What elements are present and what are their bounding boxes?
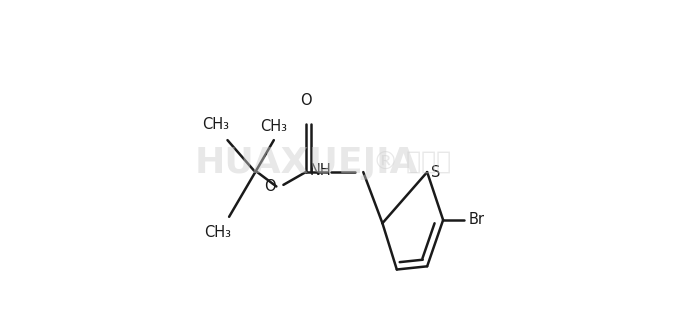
Text: CH₃: CH₃ bbox=[204, 225, 232, 240]
Text: Br: Br bbox=[469, 213, 485, 228]
Text: HUAXUEJIA: HUAXUEJIA bbox=[195, 146, 418, 179]
Text: O: O bbox=[264, 179, 276, 194]
Text: O: O bbox=[300, 93, 312, 108]
Text: NH: NH bbox=[310, 163, 332, 178]
Text: CH₃: CH₃ bbox=[260, 119, 287, 134]
Text: CH₃: CH₃ bbox=[202, 117, 229, 132]
Text: S: S bbox=[431, 164, 440, 180]
Text: ® 化学加: ® 化学加 bbox=[373, 150, 451, 175]
